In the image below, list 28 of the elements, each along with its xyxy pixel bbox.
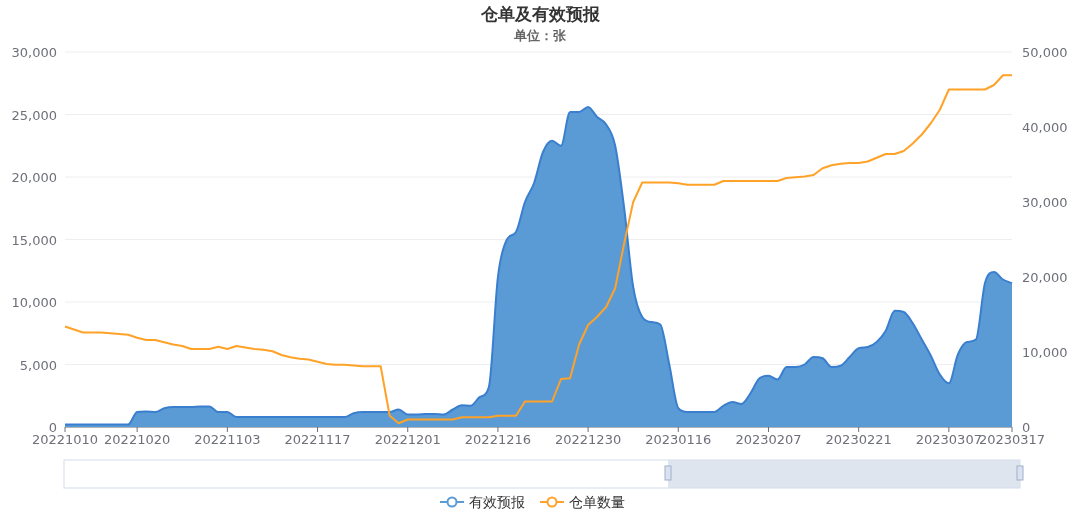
y2-tick-label: 40,000 — [1022, 120, 1068, 135]
x-tick-label: 20221020 — [104, 432, 171, 447]
x-tick-label: 20221010 — [31, 432, 99, 447]
legend-label: 仓单数量 — [569, 494, 625, 510]
y-tick-label: 15,000 — [11, 232, 57, 248]
x-tick-label: 20230307 — [915, 432, 982, 447]
y2-tick-label: 30,000 — [1022, 195, 1068, 210]
y-tick-label: 5,000 — [19, 357, 57, 373]
y-tick-label: 25,000 — [11, 107, 57, 123]
y-tick-label: 0 — [48, 420, 57, 435]
x-tick-label: 20221103 — [194, 432, 261, 447]
x-tick-label: 20230207 — [735, 432, 802, 447]
y2-tick-label: 10,000 — [1022, 345, 1068, 360]
x-tick-label: 20221117 — [284, 432, 351, 447]
y2-tick-label: 50,000 — [1022, 45, 1068, 60]
x-tick-label: 20221216 — [464, 432, 531, 447]
legend-label: 有效预报 — [469, 494, 525, 510]
y2-tick-label: 0 — [1022, 420, 1031, 435]
y-tick-label: 20,000 — [11, 170, 57, 185]
x-tick-label: 20221201 — [374, 432, 441, 447]
chart-title: 仓单及有效预报 — [479, 4, 601, 24]
y-tick-label: 30,000 — [11, 45, 57, 60]
y2-tick-label: 20,000 — [1022, 270, 1068, 285]
x-tick-label: 20230221 — [825, 432, 892, 447]
y-tick-label: 10,000 — [11, 295, 57, 310]
chart-subtitle: 单位：张 — [513, 28, 567, 43]
x-tick-label: 20230116 — [645, 432, 712, 447]
x-tick-label: 20221230 — [555, 432, 622, 447]
